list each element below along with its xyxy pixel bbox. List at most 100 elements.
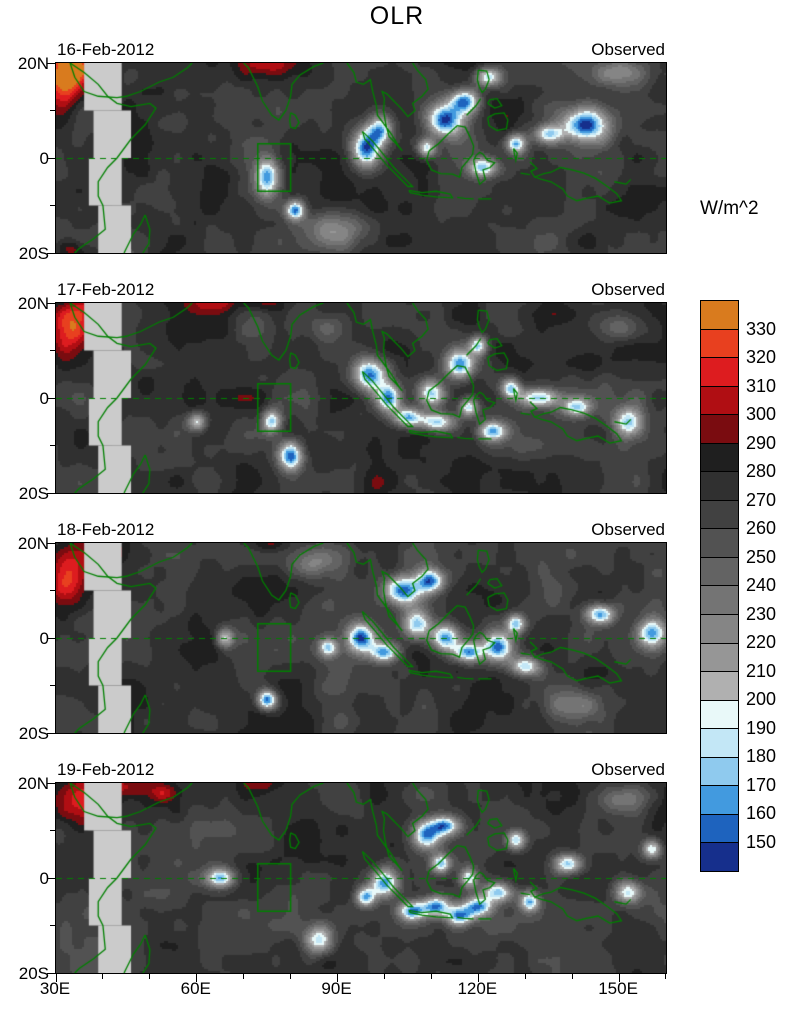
colorbar-band (701, 301, 738, 330)
colorbar-band (701, 615, 738, 644)
x-axis-tick (290, 974, 292, 979)
y-axis-tick (47, 157, 55, 159)
colorbar-tick-label: 270 (746, 489, 777, 510)
y-axis-tick (47, 542, 55, 544)
panel-date: 18-Feb-2012 (57, 520, 155, 539)
y-axis-tick (47, 732, 55, 734)
colorbar-tick-label: 150 (746, 831, 777, 852)
y-axis-tick (50, 445, 55, 446)
x-axis-tick (383, 974, 385, 979)
colorbar-band (701, 415, 738, 444)
panel-source-label: Observed (591, 40, 665, 59)
y-tick-label-20s: 20S (18, 484, 49, 503)
olr-map-canvas (56, 303, 666, 493)
y-tick-label-eq: 0 (39, 869, 49, 888)
x-axis-tick (430, 974, 432, 979)
y-tick-label-eq: 0 (39, 389, 49, 408)
colorbar-band (701, 529, 738, 558)
panel-date: 19-Feb-2012 (57, 760, 155, 779)
panel-date: 17-Feb-2012 (57, 280, 155, 299)
colorbar-tick-label: 170 (746, 774, 777, 795)
x-axis-tick (149, 974, 151, 979)
y-axis-tick (50, 925, 55, 926)
x-axis-tick (55, 974, 57, 982)
y-tick-label-20n: 20N (17, 54, 49, 73)
colorbar-band (701, 643, 738, 673)
figure-title: OLR (369, 2, 425, 30)
colorbar-tick-label: 160 (746, 803, 777, 823)
y-axis-tick (47, 637, 55, 639)
x-tick-label-30e: 30E (39, 979, 71, 998)
colorbar-tick-label: 310 (746, 375, 777, 396)
x-tick-label-120e: 120E (457, 979, 498, 998)
x-tick-label-150e: 150E (598, 979, 638, 998)
y-tick-label-20n: 20N (17, 294, 49, 313)
x-axis-tick (196, 974, 198, 982)
colorbar-band (701, 386, 738, 416)
olr-map-canvas (56, 63, 666, 253)
y-tick-label-20s: 20S (18, 244, 49, 263)
y-axis-tick (47, 302, 55, 304)
colorbar-band (701, 700, 738, 730)
y-axis-tick (47, 62, 55, 64)
y-axis-tick (47, 492, 55, 494)
colorbar-band (701, 843, 738, 871)
olr-map-canvas (56, 783, 666, 973)
colorbar-band (701, 500, 738, 530)
x-axis-tick (571, 974, 573, 979)
colorbar-tick-label: 300 (746, 404, 777, 424)
y-axis-tick (47, 877, 55, 879)
y-tick-label-20s: 20S (18, 964, 49, 983)
y-axis-tick (47, 397, 55, 399)
colorbar-tick-label: 180 (746, 746, 777, 766)
olr-map-canvas (56, 543, 666, 733)
y-axis-tick (50, 110, 55, 111)
colorbar-tick-label: 190 (746, 717, 777, 738)
colorbar-tick-label: 290 (746, 432, 777, 453)
x-axis-tick (664, 974, 666, 979)
colorbar-tick-label: 210 (746, 660, 777, 681)
x-tick-label-60e: 60E (180, 979, 211, 998)
colorbar (700, 300, 739, 872)
colorbar-tick-label: 320 (746, 347, 777, 367)
y-tick-label-eq: 0 (39, 629, 49, 648)
colorbar-band (701, 557, 738, 587)
colorbar-unit-label: W/m^2 (700, 198, 759, 219)
colorbar-band (701, 786, 738, 815)
x-axis-tick (337, 974, 339, 982)
colorbar-tick-label: 240 (746, 575, 777, 595)
colorbar-tick-label: 260 (746, 518, 777, 538)
y-tick-label-eq: 0 (39, 149, 49, 168)
colorbar-band (701, 329, 738, 359)
panel-source-label: Observed (591, 280, 665, 299)
colorbar-tick-label: 200 (746, 689, 777, 709)
x-tick-label-90e: 90E (321, 979, 352, 998)
colorbar-tick-label: 220 (746, 632, 777, 652)
y-tick-label-20n: 20N (17, 774, 49, 793)
map-panel-16-feb-2012: 16-Feb-2012 Observed 20N 0 20S (18, 40, 667, 263)
x-axis-tick (524, 974, 526, 979)
y-axis-tick (47, 252, 55, 254)
x-axis-tick (618, 974, 620, 982)
x-axis-tick (477, 974, 479, 982)
colorbar-band (701, 586, 738, 616)
colorbar-tick-label: 330 (746, 318, 777, 339)
colorbar-band (701, 729, 738, 758)
y-axis-tick (47, 782, 55, 784)
panel-date: 16-Feb-2012 (57, 40, 155, 59)
map-panel-18-feb-2012: 18-Feb-2012 Observed 20N 0 20S (18, 520, 667, 743)
y-tick-label-20n: 20N (17, 534, 49, 553)
y-axis-tick (47, 972, 55, 974)
colorbar-tick-label: 250 (746, 546, 777, 567)
colorbar-band (701, 814, 738, 844)
colorbar-band (701, 757, 738, 787)
colorbar-tick-label: 230 (746, 603, 777, 624)
colorbar-band (701, 472, 738, 501)
y-axis-tick (50, 685, 55, 686)
x-axis-tick (102, 974, 104, 979)
colorbar-band (701, 358, 738, 387)
y-axis-tick (50, 590, 55, 591)
map-panel-19-feb-2012: 19-Feb-2012 Observed 20N 0 20S (18, 760, 667, 983)
y-tick-label-20s: 20S (18, 724, 49, 743)
